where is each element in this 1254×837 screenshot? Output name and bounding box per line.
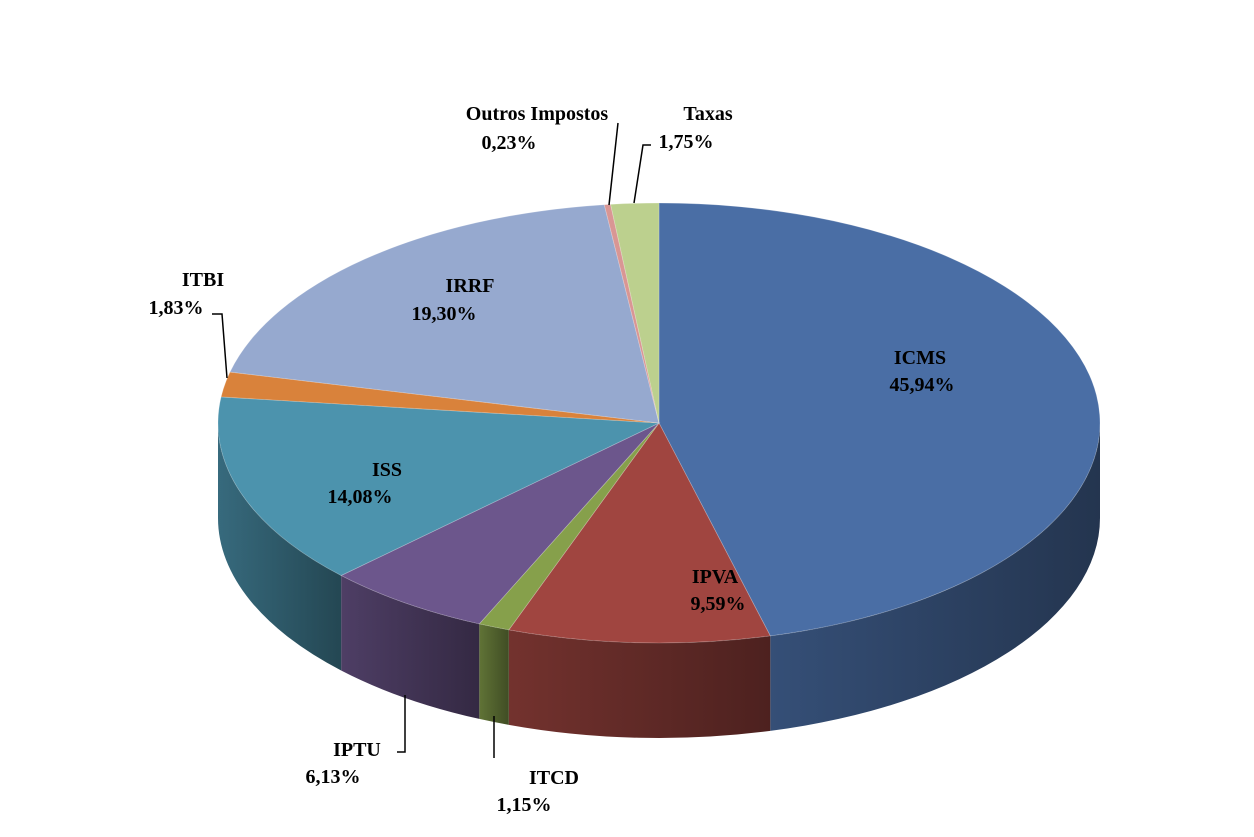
slice-label-outros-impostos: Outros Impostos xyxy=(466,103,609,125)
slice-itbi xyxy=(220,371,660,424)
leader-line-itbi xyxy=(212,313,228,379)
slice-value-iss: 14,08% xyxy=(328,486,393,508)
slice-side-iss xyxy=(218,423,342,671)
pie-tops xyxy=(217,202,1101,644)
slice-value-outros-impostos: 0,23% xyxy=(482,132,537,154)
slice-iptu xyxy=(340,422,660,625)
slice-ipva xyxy=(508,422,771,644)
slice-labels: ICMS 45,94% IPVA 9,59% ITCD 1,15% IPTU 6,13% ISS… xyxy=(149,103,955,816)
slice-side-itcd xyxy=(479,623,509,725)
slice-value-ipva: 9,59% xyxy=(691,593,746,615)
slice-value-itbi: 1,83% xyxy=(149,297,204,319)
leader-line-taxas xyxy=(633,144,651,204)
pie-sides xyxy=(218,423,1100,738)
slice-label-iss: ISS xyxy=(372,459,402,481)
leader-line-iptu xyxy=(397,695,406,753)
slice-iss xyxy=(217,396,661,576)
slice-label-irrf: IRRF xyxy=(446,275,495,297)
slice-taxas xyxy=(610,202,660,424)
slice-label-itcd: ITCD xyxy=(529,767,579,789)
slice-value-taxas: 1,75% xyxy=(659,131,714,153)
slice-label-iptu: IPTU xyxy=(333,739,381,761)
slice-side-iptu xyxy=(341,575,480,719)
slice-side-icms xyxy=(770,423,1100,731)
slice-label-ipva: IPVA xyxy=(692,566,739,588)
leader-lines xyxy=(212,122,651,758)
slice-side-ipva xyxy=(508,629,771,738)
slice-label-itbi: ITBI xyxy=(182,269,224,291)
slice-outros-impostos xyxy=(603,203,660,424)
slice-value-itcd: 1,15% xyxy=(497,794,552,816)
slice-itcd xyxy=(478,422,660,631)
slice-label-taxas: Taxas xyxy=(683,103,733,125)
slice-icms xyxy=(658,202,1101,637)
slice-value-icms: 45,94% xyxy=(890,374,955,396)
slice-irrf xyxy=(229,204,660,424)
slice-value-iptu: 6,13% xyxy=(306,766,361,788)
leader-line-outros-impostos xyxy=(608,122,619,206)
slice-label-icms: ICMS xyxy=(894,347,946,369)
slice-value-irrf: 19,30% xyxy=(412,303,477,325)
